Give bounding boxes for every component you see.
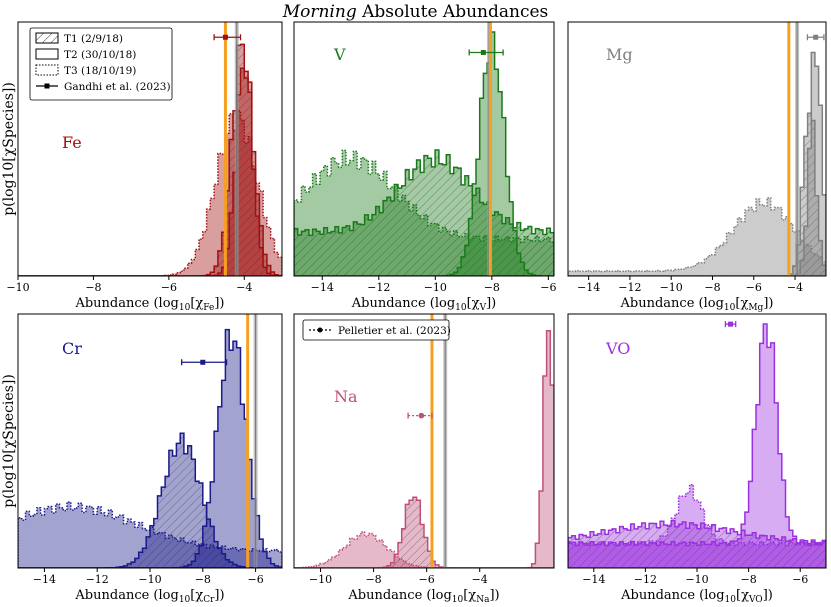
x-tick-label: −8	[195, 573, 211, 586]
x-tick-label: −12	[367, 281, 390, 294]
x-tick-label: −10	[660, 281, 683, 294]
reference-errorbar	[181, 359, 228, 366]
x-axis-label: Abundance (log10[χNa])	[347, 588, 499, 605]
x-tick-label: −6	[792, 573, 808, 586]
x-tick-label: −8	[484, 281, 500, 294]
x-tick-label: −10	[138, 573, 161, 586]
x-tick-label: −12	[86, 573, 109, 586]
series-t1-outline	[18, 432, 282, 568]
x-axis-label: Abundance (log10[χV])	[351, 296, 496, 313]
figure-title: Morning Absolute Abundances	[0, 2, 831, 22]
x-tick-label: −6	[419, 573, 435, 586]
series-t3-fill	[18, 111, 282, 276]
legend-item-label: T1 (2/9/18)	[64, 33, 123, 45]
y-axis-label-1: p(log10[χSpecies])	[1, 82, 17, 216]
series-t1-hatch	[568, 113, 826, 276]
legend-item-label: Gandhi et al. (2023)	[64, 81, 171, 93]
x-axis-label: Abundance (log10[χFe])	[74, 296, 224, 313]
x-axis-label: Abundance (log10[χCr])	[74, 588, 224, 605]
panel-v: −14 −12 −10 −8 −6 Abundance (log10[χV]) V	[293, 21, 556, 313]
series-t2-outline	[568, 51, 826, 276]
series-t1-outline	[18, 43, 282, 276]
panel-vo: −14 −12 −10 −8 −6 Abundance (log10[χVO]) VO	[567, 313, 827, 605]
reference-errorbar	[468, 49, 504, 56]
x-tick-label: −6	[247, 573, 263, 586]
axes-frame	[17, 21, 283, 277]
series-t3-fill	[294, 531, 554, 568]
series-t2-outline	[294, 31, 554, 276]
x-tick-label: −4	[472, 573, 488, 586]
series-t2-outline	[18, 67, 282, 276]
species-label: Cr	[62, 339, 82, 358]
series-t3-outline	[568, 197, 826, 276]
x-tick-label: −10	[685, 573, 708, 586]
x-tick-label: −10	[424, 281, 447, 294]
legend-item-label: Pelletier et al. (2023)	[338, 325, 451, 337]
species-label: Fe	[62, 133, 82, 152]
axes-frame	[293, 21, 555, 277]
reference-errorbar	[407, 412, 433, 419]
panel-fe: −10 −8 −6 −4 Abundance (log10[χFe]) Fe	[6, 21, 283, 313]
x-tick-label: −14	[33, 573, 56, 586]
x-tick-label: −8	[85, 281, 101, 294]
title-emphasis: Morning	[282, 2, 357, 22]
reference-errorbar	[213, 34, 242, 41]
legend-pelletier: Pelletier et al. (2023)	[302, 319, 451, 341]
series-t1-outline	[294, 496, 554, 568]
species-label: Na	[334, 387, 358, 406]
x-tick-label: −4	[787, 281, 803, 294]
species-label: V	[333, 45, 346, 64]
x-tick-label: −14	[311, 281, 334, 294]
series-t1-hatch	[18, 433, 282, 568]
x-tick-label: −14	[582, 573, 605, 586]
x-tick-label: −12	[634, 573, 657, 586]
panel-mg: −14 −12 −10 −8 −6 −4 Abundance (log10[χMg]) Mg	[567, 21, 827, 313]
panel-na: −10 −8 −6 −4 Abundance (log10[χNa]) Na	[293, 313, 555, 605]
x-tick-label: −10	[309, 573, 332, 586]
reference-errorbar	[806, 34, 825, 41]
x-tick-label: −10	[6, 281, 29, 294]
legend-main: T1 (2/9/18) T2 (30/10/18) T3 (18/10/19) Gan…	[29, 27, 173, 101]
axes-frame	[567, 21, 827, 277]
x-tick-label: −6	[540, 281, 556, 294]
series-t2-outline	[18, 328, 282, 568]
y-axis-label-2: p(log10[χSpecies])	[1, 374, 17, 508]
reference-errorbar	[724, 321, 737, 328]
x-tick-label: −4	[236, 281, 252, 294]
axes-frame	[293, 313, 555, 569]
series-t1-outline	[568, 112, 826, 276]
legend-item-label: T2 (30/10/18)	[64, 49, 136, 61]
panel-cr: −14 −12 −10 −8 −6 Abundance (log10[χCr]) Cr	[17, 313, 283, 605]
x-tick-label: −14	[577, 281, 600, 294]
species-label: Mg	[606, 45, 633, 64]
series-t3-fill	[568, 197, 826, 276]
x-tick-label: −8	[365, 573, 381, 586]
title-rest: Absolute Abundances	[356, 2, 549, 22]
x-axis-label: Abundance (log10[χVO])	[620, 588, 773, 605]
series-t2-outline	[568, 323, 826, 568]
x-tick-label: −8	[704, 281, 720, 294]
series-t2-outline	[294, 329, 554, 568]
x-tick-label: −6	[161, 281, 177, 294]
series-t2-fill	[18, 68, 282, 276]
series-t2-fill	[18, 329, 282, 568]
legend-item-label: T3 (18/10/19)	[64, 65, 136, 77]
x-tick-label: −8	[740, 573, 756, 586]
x-tick-label: −6	[746, 281, 762, 294]
x-tick-label: −12	[618, 281, 641, 294]
series-t2-fill	[568, 324, 826, 568]
series-t1-outline	[568, 519, 826, 568]
species-label: VO	[605, 339, 630, 358]
x-axis-label: Abundance (log10[χMg])	[620, 296, 774, 313]
series-t3-outline	[294, 531, 554, 568]
